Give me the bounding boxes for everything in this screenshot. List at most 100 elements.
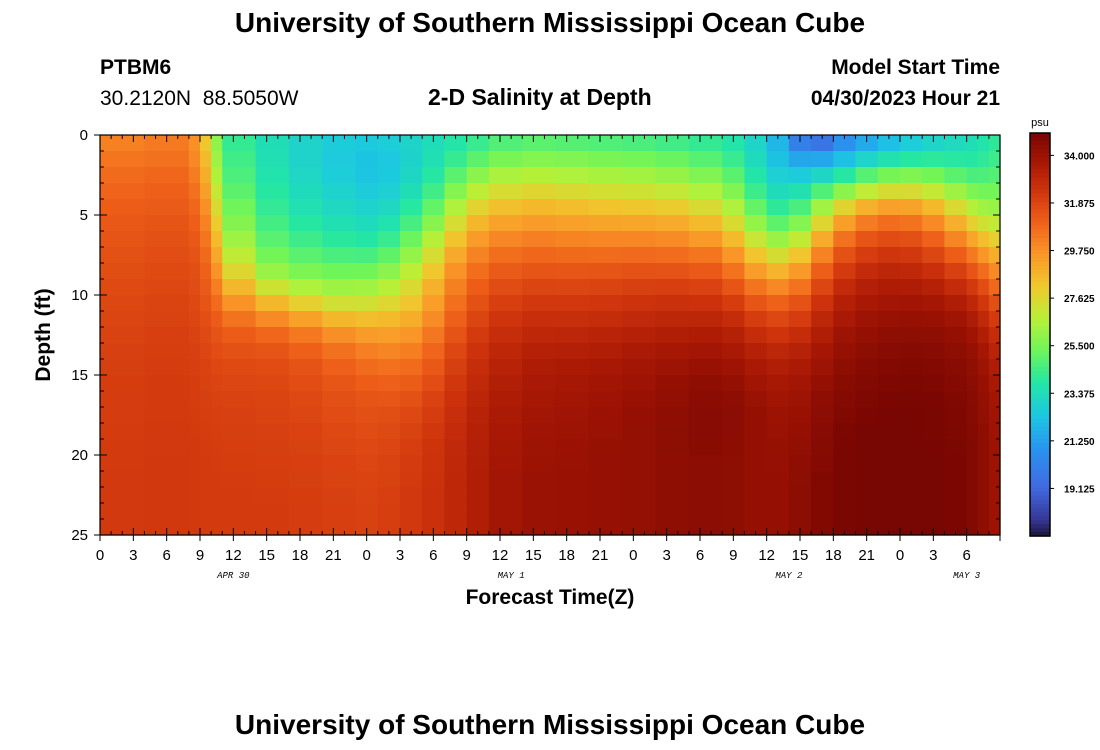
heatmap-cell [688, 343, 723, 360]
heatmap-cell [200, 167, 212, 184]
heatmap-cell [877, 167, 901, 184]
heatmap-cell [444, 503, 468, 520]
heatmap-cell [211, 327, 223, 344]
heatmap-cell [377, 295, 401, 312]
heatmap-cell [622, 151, 657, 168]
heatmap-cell [466, 487, 490, 504]
heatmap-cell [766, 231, 790, 248]
heatmap-cell [877, 327, 901, 344]
heatmap-cell [622, 279, 657, 296]
heatmap-cell [588, 247, 623, 264]
heatmap-cell [222, 311, 257, 328]
heatmap-cell [200, 439, 212, 456]
heatmap-cell [988, 151, 1001, 168]
heatmap-cell [855, 327, 879, 344]
heatmap-cell [766, 215, 790, 232]
heatmap-cell [555, 279, 590, 296]
heatmap-cell [622, 327, 657, 344]
heatmap-cell [922, 359, 946, 376]
colorbar-segment [1030, 278, 1050, 283]
heatmap-cell [855, 407, 879, 424]
heatmap-cell [200, 199, 212, 216]
heatmap-cell [944, 359, 968, 376]
heatmap-cell [788, 279, 812, 296]
heatmap-cell [222, 151, 257, 168]
heatmap-cell [977, 183, 990, 200]
y-axis: 0 5 10 15 20 25 [71, 127, 1000, 544]
heatmap-cell [855, 359, 879, 376]
x-tick-label: 15 [792, 547, 809, 564]
heatmap-cell [722, 503, 746, 520]
heatmap-cell [833, 375, 857, 392]
heatmap-cell [966, 455, 979, 472]
colorbar-segment [1030, 193, 1050, 199]
heatmap-cell [144, 231, 190, 248]
heatmap-cell [466, 359, 490, 376]
page-title-top: University of Southern Mississippi Ocean… [234, 7, 866, 38]
heatmap-cell [688, 359, 723, 376]
heatmap-cell [211, 471, 223, 488]
heatmap-cell [422, 279, 446, 296]
colorbar-segment [1030, 382, 1050, 388]
plot-frame [99, 134, 1001, 536]
heatmap-cell [622, 343, 657, 360]
heatmap-cell [722, 407, 746, 424]
heatmap-cell [944, 343, 968, 360]
heatmap-cell [422, 263, 446, 280]
colorbar-segment [1030, 274, 1050, 279]
colorbar-segment [1030, 322, 1050, 328]
heatmap-cell [944, 439, 968, 456]
colorbar-segment [1030, 515, 1050, 521]
heatmap-cell [377, 503, 401, 520]
heatmap-cell [222, 375, 257, 392]
heatmap-cell [288, 311, 323, 328]
heatmap-cell [922, 247, 946, 264]
heatmap-cell [988, 423, 1001, 440]
colorbar-segment [1030, 447, 1050, 452]
heatmap-cell [444, 423, 468, 440]
heatmap-cell [722, 167, 746, 184]
heatmap-cell [466, 295, 490, 312]
heatmap-cell [977, 503, 990, 520]
heatmap-cell [255, 295, 290, 312]
heatmap-cell [288, 295, 323, 312]
colorbar-segment [1030, 330, 1050, 336]
heatmap-cell [422, 423, 446, 440]
heatmap-cell [588, 295, 623, 312]
heatmap-cell [377, 263, 401, 280]
colorbar-segment [1030, 189, 1050, 195]
heatmap-cell [400, 391, 423, 408]
heatmap-cell [211, 295, 223, 312]
heatmap-cell [944, 183, 968, 200]
heatmap-cell [722, 455, 746, 472]
colorbar-segment [1030, 370, 1050, 376]
y-tick-label: 20 [71, 447, 88, 464]
heatmap-cell [422, 151, 446, 168]
heatmap-cell [522, 311, 557, 328]
heatmap-cell [555, 391, 590, 408]
heatmap-cell [655, 311, 690, 328]
heatmap-cell [744, 423, 768, 440]
heatmap-cell [922, 167, 946, 184]
heatmap-cell [966, 359, 979, 376]
heatmap-cell [788, 375, 812, 392]
heatmap-cell [788, 247, 812, 264]
heatmap-cell [400, 407, 423, 424]
heatmap-cell [722, 311, 746, 328]
heatmap-cell [488, 311, 523, 328]
heatmap-cell [922, 151, 946, 168]
colorbar-segment [1030, 286, 1050, 291]
colorbar-frame [1029, 132, 1051, 537]
heatmap-cell [988, 263, 1001, 280]
heatmap-cell [100, 231, 146, 248]
heatmap-cell [588, 167, 623, 184]
heatmap-cell [688, 183, 723, 200]
heatmap-cell [877, 503, 901, 520]
heatmap-cell [100, 423, 146, 440]
x-tick-label: 3 [662, 547, 670, 564]
heatmap-cell [377, 135, 401, 152]
heatmap-cell [744, 343, 768, 360]
heatmap-cell [655, 199, 690, 216]
heatmap-cell [688, 247, 723, 264]
colorbar-segment [1030, 177, 1050, 182]
